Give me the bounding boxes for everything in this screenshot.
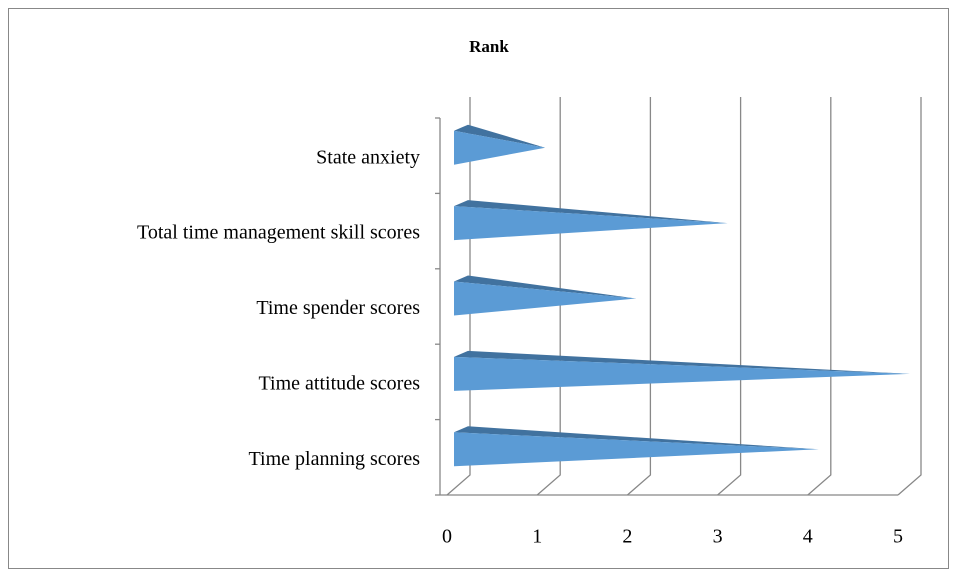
x-tick-label: 5 [893, 526, 903, 548]
bar-face [454, 281, 637, 316]
y-tick-label: Total time management skill scores [137, 222, 420, 244]
bar [454, 426, 819, 467]
bar-face [454, 432, 819, 467]
bar-face [454, 130, 546, 165]
bar-top [454, 426, 819, 450]
x-tick-label: 0 [442, 526, 452, 548]
grid-line [807, 97, 832, 496]
bar [454, 275, 637, 316]
bar-face [454, 206, 728, 241]
y-tick-label: Time attitude scores [259, 372, 421, 394]
y-tick-label: State anxiety [316, 146, 420, 168]
bar [454, 200, 728, 241]
x-tick-label: 3 [713, 526, 723, 548]
bar [454, 350, 910, 391]
x-tick-label: 1 [532, 526, 542, 548]
bar-top [454, 350, 910, 374]
y-tick-label: Time spender scores [256, 297, 420, 319]
x-tick-label: 4 [803, 526, 813, 548]
chart-title: Rank [469, 37, 509, 56]
grid-line [897, 97, 922, 496]
y-tick-label: Time planning scores [249, 448, 421, 470]
grid-line [717, 97, 742, 496]
bar-face [454, 356, 910, 391]
bar-top [454, 275, 637, 299]
bar [454, 124, 546, 165]
x-tick-label: 2 [622, 526, 632, 548]
bar-top [454, 124, 546, 148]
bar-top [454, 200, 728, 224]
